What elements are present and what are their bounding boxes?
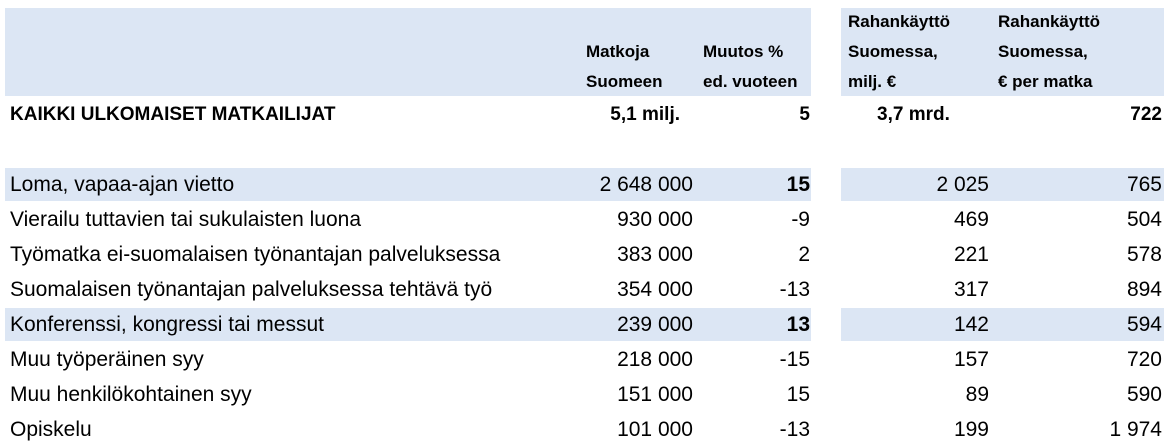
row-highlight <box>841 168 1164 201</box>
row-spend-total: 199 <box>953 418 989 441</box>
row-spend-per-trip: 578 <box>1126 243 1162 266</box>
row-spend-per-trip: 765 <box>1126 173 1162 196</box>
row-label: Suomalaisen työnantajan palveluksessa te… <box>10 278 493 301</box>
row-label: Muu työperäinen syy <box>10 348 204 371</box>
row-spend-total: 142 <box>953 313 989 336</box>
row-spend-total: 221 <box>953 243 989 266</box>
row-trips: 151 000 <box>617 383 693 406</box>
total-label: KAIKKI ULKOMAISET MATKAILIJAT <box>10 104 336 125</box>
row-label: Muu henkilökohtainen syy <box>10 383 252 406</box>
header-spend-total: Rahankäyttö Suomessa, milj. € <box>848 12 951 91</box>
row-highlight <box>5 308 811 341</box>
row-label: Työmatka ei-suomalaisen työnantajan palv… <box>10 243 501 266</box>
row-change: 2 <box>798 243 810 266</box>
row-trips: 383 000 <box>617 243 693 266</box>
row-spend-per-trip: 594 <box>1126 313 1162 336</box>
header-background-left <box>5 8 811 96</box>
row-spend-total: 317 <box>953 278 989 301</box>
row-change: -13 <box>779 418 810 441</box>
row-spend-per-trip: 894 <box>1126 278 1162 301</box>
row-spend-per-trip: 504 <box>1126 208 1162 231</box>
row-label: Konferenssi, kongressi tai messut <box>10 313 324 336</box>
row-change: 13 <box>786 313 810 336</box>
total-spend-per-trip: 722 <box>1130 104 1162 125</box>
row-change: -9 <box>791 208 810 231</box>
row-trips: 101 000 <box>617 418 693 441</box>
total-spend: 3,7 mrd. <box>877 104 950 125</box>
header-trips: Matkoja Suomeen <box>586 42 663 91</box>
total-change: 5 <box>799 104 810 125</box>
row-spend-total: 2 025 <box>936 173 989 196</box>
total-trips: 5,1 milj. <box>610 104 680 125</box>
row-highlight <box>5 168 811 201</box>
row-spend-per-trip: 1 974 <box>1109 418 1162 441</box>
row-spend-total: 157 <box>953 348 989 371</box>
row-trips: 239 000 <box>617 313 693 336</box>
row-label: Opiskelu <box>10 418 92 441</box>
row-change: -13 <box>779 278 810 301</box>
header-background-right <box>841 8 1164 96</box>
header-spend-per-trip: Rahankäyttö Suomessa, € per matka <box>998 12 1101 91</box>
header-change: Muutos % ed. vuoteen <box>703 42 798 91</box>
row-label: Loma, vapaa-ajan vietto <box>10 173 235 196</box>
row-spend-total: 89 <box>965 383 989 406</box>
row-highlight <box>841 308 1164 341</box>
row-spend-per-trip: 720 <box>1126 348 1162 371</box>
row-trips: 930 000 <box>617 208 693 231</box>
row-spend-total: 469 <box>953 208 989 231</box>
row-change: 15 <box>786 383 810 406</box>
row-trips: 218 000 <box>617 348 693 371</box>
row-trips: 2 648 000 <box>599 173 693 196</box>
row-trips: 354 000 <box>617 278 693 301</box>
row-change: 15 <box>786 173 810 196</box>
row-label: Vierailu tuttavien tai sukulaisten luona <box>10 208 362 231</box>
row-spend-per-trip: 590 <box>1126 383 1162 406</box>
row-change: -15 <box>779 348 810 371</box>
